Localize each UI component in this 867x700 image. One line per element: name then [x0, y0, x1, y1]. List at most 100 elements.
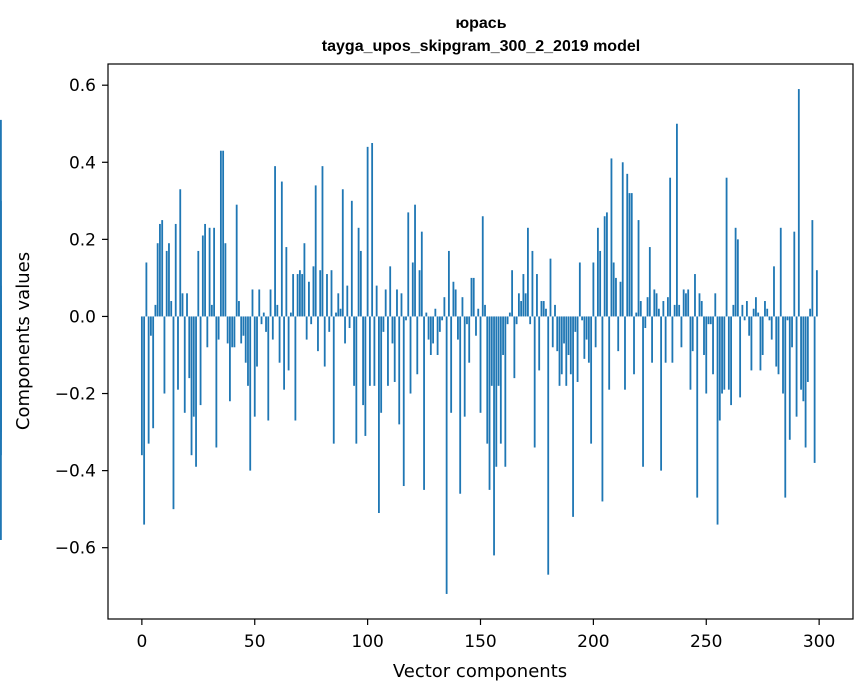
bar-201: [594, 316, 597, 348]
bar-86: [335, 312, 337, 317]
bar-238: [678, 304, 681, 317]
bar-117: [405, 316, 407, 321]
x-tick-label: 300: [803, 632, 835, 652]
bar-97: [359, 250, 362, 317]
bar-213: [621, 162, 624, 317]
bar-20: [186, 293, 188, 317]
bar-296: [809, 308, 812, 317]
bar-218: [633, 316, 635, 375]
bar-282: [777, 316, 780, 375]
bar-269: [748, 316, 751, 336]
bar-51: [256, 316, 258, 367]
bar-232: [664, 316, 667, 363]
bar-96: [357, 227, 360, 317]
x-tick-label: 0: [136, 632, 147, 652]
bar-236: [673, 304, 676, 317]
bar-88: [339, 308, 342, 317]
bar-49: [251, 289, 254, 317]
bar-159: [499, 316, 502, 444]
bar-295: [806, 316, 809, 382]
bar-151: [481, 216, 484, 317]
bar-166: [515, 316, 518, 325]
bar-145: [468, 316, 471, 363]
bar-139: [454, 289, 457, 317]
bar-298: [813, 316, 816, 463]
bar-256: [718, 316, 721, 421]
bar-292: [800, 316, 802, 390]
bar-209: [612, 262, 615, 317]
bar-192: [574, 316, 577, 332]
bar-11: [165, 250, 168, 317]
bar-59: [274, 166, 276, 317]
bar-6: [154, 304, 157, 317]
bar-221: [639, 301, 642, 317]
bar-231: [662, 301, 665, 317]
bar-263: [734, 227, 737, 317]
bar-118: [407, 212, 410, 317]
bar-72: [303, 243, 306, 317]
bar-52: [258, 289, 261, 317]
bar-64: [285, 247, 288, 317]
bar-undefined: [0, 304, 2, 317]
bar-89: [341, 189, 344, 317]
bar-214: [624, 316, 626, 390]
bar-178: [542, 301, 545, 317]
bar-45: [242, 316, 245, 336]
bar-200: [592, 262, 595, 317]
bar-225: [648, 247, 651, 317]
bar-92: [348, 316, 351, 329]
bar-285: [784, 316, 787, 498]
bar-247: [698, 293, 701, 317]
bar-220: [637, 220, 640, 317]
bar-106: [380, 316, 383, 413]
bar-77: [314, 185, 317, 317]
bar-30: [208, 227, 211, 317]
bar-264: [736, 239, 739, 317]
x-tick-label: 150: [464, 632, 496, 652]
bar-158: [497, 316, 500, 386]
bar-137: [450, 316, 453, 413]
bar-197: [585, 316, 588, 340]
bar-257: [721, 316, 723, 394]
bar-67: [292, 274, 295, 317]
bar-143: [463, 316, 466, 417]
bar-211: [617, 316, 620, 352]
bar-37: [224, 243, 227, 317]
bar-105: [378, 316, 380, 514]
bar-168: [520, 301, 523, 317]
bar-138: [452, 281, 455, 317]
bar-244: [691, 316, 694, 352]
bar-239: [680, 316, 683, 348]
bar-17: [179, 189, 182, 317]
bar-193: [576, 316, 579, 382]
bar-130: [434, 308, 437, 317]
bar-26: [199, 316, 202, 406]
bar-273: [757, 312, 760, 317]
bar-181: [549, 258, 552, 317]
x-tick-label: 250: [690, 632, 722, 652]
bar-103: [373, 316, 376, 386]
bar-183: [554, 304, 556, 317]
bar-229: [657, 308, 660, 317]
x-tick-label: 50: [244, 632, 266, 652]
bar-5: [152, 316, 155, 429]
bar-210: [615, 277, 617, 317]
bar-170: [524, 293, 527, 317]
bar-204: [601, 316, 604, 502]
bar-102: [371, 143, 374, 317]
bar-123: [418, 270, 421, 317]
bar-189: [567, 316, 570, 355]
bar-93: [350, 200, 353, 317]
bar-69: [296, 274, 299, 317]
bar-19: [183, 316, 186, 413]
bar-184: [556, 316, 559, 352]
bar-174: [533, 316, 536, 448]
bar-71: [301, 274, 304, 317]
bar-109: [387, 316, 389, 386]
bar-286: [786, 316, 789, 321]
bar-29: [206, 316, 209, 348]
bar-0: [140, 316, 143, 456]
bar-78: [317, 316, 319, 352]
bar-215: [626, 173, 629, 317]
bar-60: [276, 304, 279, 317]
